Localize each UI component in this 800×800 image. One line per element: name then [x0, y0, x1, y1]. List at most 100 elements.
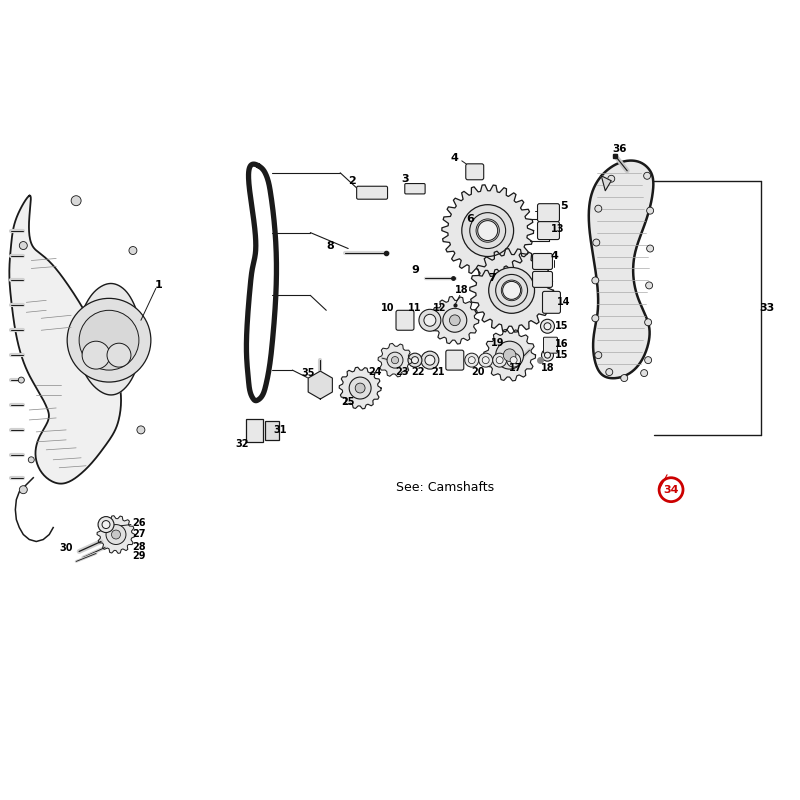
Text: 21: 21 [431, 367, 445, 377]
Circle shape [387, 352, 403, 368]
Circle shape [645, 318, 652, 326]
Circle shape [595, 352, 602, 358]
Circle shape [411, 357, 418, 364]
FancyBboxPatch shape [533, 271, 553, 287]
FancyBboxPatch shape [265, 422, 279, 440]
Text: 18: 18 [455, 286, 469, 295]
Circle shape [129, 246, 137, 254]
Circle shape [424, 314, 436, 326]
Circle shape [419, 310, 441, 331]
Polygon shape [484, 330, 535, 381]
FancyBboxPatch shape [538, 204, 559, 222]
Text: 17: 17 [509, 363, 522, 373]
Circle shape [645, 357, 652, 364]
Text: See: Camshafts: See: Camshafts [396, 481, 494, 494]
Text: 30: 30 [59, 543, 73, 554]
Text: 5: 5 [561, 201, 568, 210]
Text: 6: 6 [466, 214, 474, 224]
Circle shape [646, 282, 653, 289]
Polygon shape [470, 249, 554, 332]
Text: 19: 19 [491, 338, 505, 348]
Text: 27: 27 [132, 529, 146, 538]
Circle shape [67, 298, 151, 382]
Circle shape [503, 349, 516, 362]
Text: 18: 18 [541, 363, 554, 373]
Text: 33: 33 [759, 303, 774, 314]
Text: 12: 12 [433, 303, 446, 314]
Circle shape [592, 314, 599, 322]
Text: 11: 11 [408, 303, 422, 314]
Circle shape [476, 219, 499, 242]
Circle shape [470, 213, 506, 249]
Polygon shape [378, 343, 412, 377]
Circle shape [19, 486, 27, 494]
Circle shape [510, 357, 517, 364]
Text: 16: 16 [554, 339, 568, 349]
Circle shape [641, 370, 648, 377]
Text: 34: 34 [663, 485, 679, 494]
Circle shape [478, 221, 498, 241]
Circle shape [545, 352, 550, 358]
Text: 28: 28 [132, 542, 146, 553]
Text: 14: 14 [557, 298, 570, 307]
Polygon shape [431, 297, 478, 344]
Text: 32: 32 [236, 439, 250, 449]
Circle shape [450, 315, 460, 326]
Text: 1: 1 [155, 280, 162, 290]
Polygon shape [308, 371, 332, 399]
Circle shape [592, 277, 599, 284]
FancyBboxPatch shape [396, 310, 414, 330]
Circle shape [355, 383, 365, 393]
Circle shape [19, 242, 27, 250]
Circle shape [493, 353, 506, 367]
Circle shape [425, 355, 435, 365]
Circle shape [541, 319, 554, 334]
FancyBboxPatch shape [446, 350, 464, 370]
Circle shape [502, 282, 521, 299]
Text: 2: 2 [348, 176, 356, 186]
Text: 15: 15 [554, 322, 568, 331]
Circle shape [496, 274, 527, 306]
Polygon shape [442, 185, 534, 276]
Circle shape [595, 205, 602, 212]
Text: 3: 3 [401, 174, 409, 184]
Circle shape [107, 343, 131, 367]
Circle shape [621, 374, 628, 382]
Text: 15: 15 [554, 350, 568, 360]
Text: 36: 36 [612, 144, 626, 154]
Circle shape [478, 353, 493, 367]
Text: 31: 31 [274, 425, 287, 435]
Circle shape [421, 351, 439, 369]
Circle shape [408, 353, 422, 367]
FancyBboxPatch shape [466, 164, 484, 180]
Circle shape [102, 521, 110, 529]
Circle shape [608, 175, 614, 182]
Text: 24: 24 [368, 367, 382, 377]
FancyBboxPatch shape [533, 254, 553, 270]
Polygon shape [589, 161, 654, 378]
Text: 4: 4 [550, 250, 558, 261]
Circle shape [496, 342, 523, 369]
Text: 4: 4 [451, 153, 458, 163]
Circle shape [79, 310, 139, 370]
Circle shape [465, 353, 478, 367]
Circle shape [489, 267, 534, 314]
Circle shape [646, 207, 654, 214]
Text: 25: 25 [342, 397, 355, 407]
FancyBboxPatch shape [357, 186, 387, 199]
Text: 26: 26 [132, 518, 146, 527]
Text: 9: 9 [411, 266, 419, 275]
Circle shape [462, 205, 514, 257]
Circle shape [137, 426, 145, 434]
Polygon shape [602, 176, 611, 190]
FancyBboxPatch shape [405, 183, 425, 194]
Circle shape [28, 457, 34, 462]
Circle shape [644, 172, 650, 179]
Text: 20: 20 [471, 367, 485, 377]
Polygon shape [10, 195, 121, 484]
Circle shape [606, 369, 613, 375]
Circle shape [468, 357, 475, 364]
FancyBboxPatch shape [246, 419, 263, 442]
Polygon shape [97, 516, 135, 554]
Circle shape [82, 342, 110, 369]
